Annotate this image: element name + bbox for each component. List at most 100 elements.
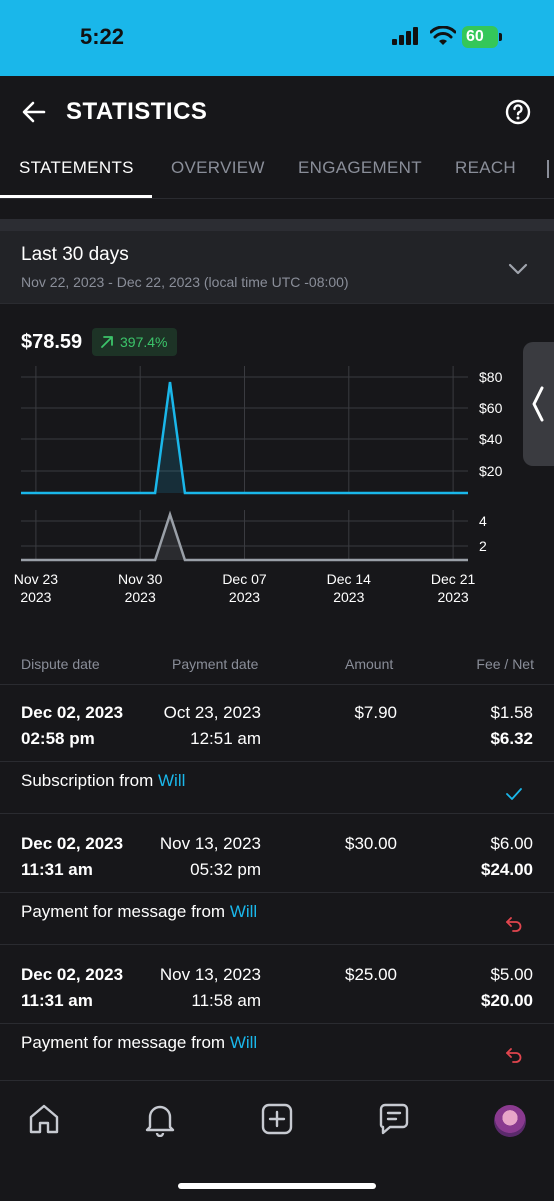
divider <box>0 944 554 945</box>
transaction-description: Subscription from Will <box>21 771 185 791</box>
tab-overview[interactable]: OVERVIEW <box>171 158 265 177</box>
active-tab-indicator <box>0 195 152 198</box>
header-dispute-date: Dispute date <box>21 656 100 672</box>
series-line <box>21 381 468 495</box>
dispute-time: 02:58 pm <box>21 729 95 748</box>
x-tick-year: 2023 <box>438 589 469 605</box>
transaction-description: Payment for message from Will <box>21 1033 257 1053</box>
period-title: Last 30 days <box>21 244 129 265</box>
series-line <box>21 510 468 562</box>
checkmark-icon <box>506 788 522 800</box>
cellular-signal-icon <box>392 27 418 45</box>
description-text: Payment for message from <box>21 1033 226 1052</box>
divider <box>0 303 554 304</box>
y-tick-label: $80 <box>479 369 503 385</box>
undo-icon <box>506 917 522 932</box>
header-fee-net: Fee / Net <box>476 656 534 672</box>
home-indicator <box>178 1183 376 1189</box>
tab-engagement[interactable]: ENGAGEMENT <box>298 158 422 177</box>
user-link[interactable]: Will <box>158 771 186 790</box>
fee: $5.00 <box>490 965 533 984</box>
user-link[interactable]: Will <box>229 1033 258 1052</box>
header-amount: Amount <box>345 656 394 672</box>
description-text: Payment for message from <box>21 902 226 921</box>
divider <box>0 1023 554 1024</box>
header-payment-date: Payment date <box>172 656 259 672</box>
wifi-icon <box>430 26 456 45</box>
battery-icon: 60 <box>462 26 504 48</box>
tab-statements[interactable]: STATEMENTS <box>19 158 134 177</box>
arrow-left-icon[interactable] <box>20 98 48 126</box>
x-tick-label: Dec 07 <box>222 571 267 587</box>
y-tick-label: 4 <box>479 513 487 529</box>
dispute-date: Dec 02, 2023 <box>21 834 124 853</box>
fee: $6.00 <box>490 834 533 853</box>
change-badge: 397.4% <box>92 328 178 356</box>
x-tick-year: 2023 <box>229 589 260 605</box>
payment-date: Nov 13, 2023 <box>159 965 261 984</box>
earnings-chart: $20 $40 $60 $80 2 4 Nov 23 2023 Nov 30 2023 Dec 07… <box>14 366 503 605</box>
transaction-description: Payment for message from Will <box>21 902 257 922</box>
divider <box>0 892 554 893</box>
divider <box>0 761 554 762</box>
amount: $7.90 <box>354 703 397 722</box>
y-tick-label: $20 <box>479 463 503 479</box>
x-tick-year: 2023 <box>125 589 156 605</box>
status-time: 5:22 <box>80 24 125 49</box>
payment-time: 05:32 pm <box>190 860 261 879</box>
plus-square-icon[interactable] <box>259 1101 295 1137</box>
chevron-left-icon <box>532 386 544 422</box>
tab-bar: STATEMENTS OVERVIEW ENGAGEMENT REACH <box>0 148 554 198</box>
payment-date: Nov 13, 2023 <box>159 834 261 853</box>
net: $6.32 <box>490 729 533 748</box>
user-link[interactable]: Will <box>229 902 258 921</box>
divider <box>0 198 554 199</box>
divider <box>0 219 554 231</box>
x-tick-year: 2023 <box>20 589 51 605</box>
description-text: Subscription from <box>21 771 154 790</box>
x-tick-year: 2023 <box>333 589 364 605</box>
divider <box>0 813 554 814</box>
tab-overflow <box>547 160 549 178</box>
bottom-navigation <box>0 1080 554 1201</box>
top-bar: STATISTICS <box>0 76 554 148</box>
x-tick-label: Nov 23 <box>14 571 59 587</box>
y-tick-label: $40 <box>479 431 503 447</box>
x-tick-label: Dec 21 <box>431 571 476 587</box>
status-bar: 5:22 60 <box>0 0 554 76</box>
x-tick-label: Nov 30 <box>118 571 163 587</box>
bell-icon[interactable] <box>142 1101 178 1137</box>
question-circle-icon[interactable] <box>504 98 532 126</box>
net: $24.00 <box>481 860 533 879</box>
dispute-time: 11:31 am <box>21 860 93 879</box>
table-header: Dispute date Payment date Amount Fee / N… <box>0 650 554 684</box>
change-percent: 397.4% <box>120 334 168 350</box>
x-tick-label: Dec 14 <box>327 571 372 587</box>
amount: $30.00 <box>345 834 397 853</box>
payment-date: Oct 23, 2023 <box>163 703 261 722</box>
arrow-up-right-icon <box>101 336 113 348</box>
total-earnings: $78.59 <box>21 331 83 353</box>
net: $20.00 <box>481 991 533 1010</box>
undo-icon <box>506 1048 522 1063</box>
y-tick-label: $60 <box>479 400 503 416</box>
battery-level: 60 <box>466 28 484 45</box>
home-icon[interactable] <box>26 1101 62 1137</box>
side-panel-handle[interactable] <box>523 342 554 466</box>
fee: $1.58 <box>490 703 533 722</box>
period-selector[interactable]: Last 30 days Nov 22, 2023 - Dec 22, 2023… <box>0 231 554 303</box>
dispute-date: Dec 02, 2023 <box>21 703 124 722</box>
amount: $25.00 <box>345 965 397 984</box>
chat-icon[interactable] <box>376 1101 412 1137</box>
avatar[interactable] <box>494 1105 526 1137</box>
payment-time: 12:51 am <box>190 729 261 748</box>
tab-reach[interactable]: REACH <box>455 158 517 177</box>
y-tick-label: 2 <box>479 538 487 554</box>
page-title: STATISTICS <box>66 98 208 125</box>
dispute-time: 11:31 am <box>21 991 93 1010</box>
divider <box>0 684 554 685</box>
dispute-date: Dec 02, 2023 <box>21 965 124 984</box>
period-range: Nov 22, 2023 - Dec 22, 2023 (local time … <box>21 274 349 290</box>
payment-time: 11:58 am <box>191 991 261 1010</box>
chevron-down-icon[interactable] <box>506 257 530 281</box>
